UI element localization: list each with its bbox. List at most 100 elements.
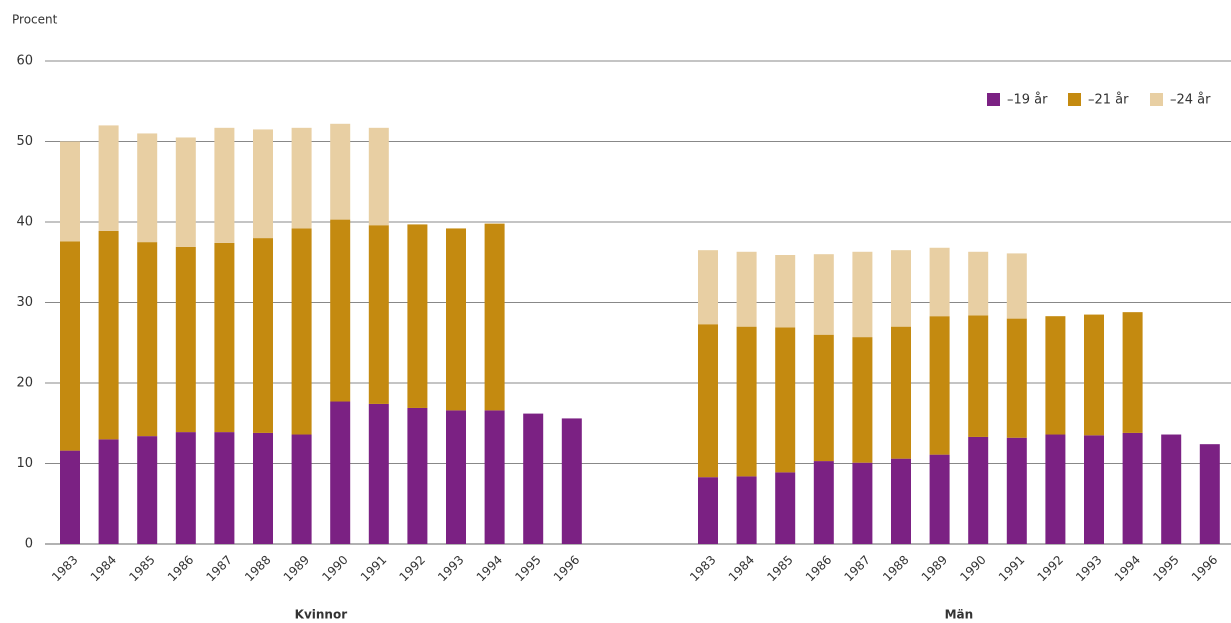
bar-segment [1161,434,1182,544]
x-tick-label: 1996 [1189,553,1220,584]
x-tick-label: 1984 [726,553,757,584]
x-tick-label: 1986 [165,553,196,584]
bar-segment [1122,312,1143,433]
bar-segment [1006,437,1027,544]
bar-segment [813,254,834,335]
x-tick-label: 1995 [512,553,543,584]
x-tick-label: 1984 [88,553,119,584]
y-tick-label: 30 [16,295,33,310]
bar-segment [368,403,389,544]
bar-segment [1006,318,1027,438]
bar-segment [852,337,873,463]
bar-segment [929,454,950,544]
x-tick-label: 1988 [880,553,911,584]
bar-segment [175,432,196,544]
panel-label: Kvinnor [295,608,348,622]
bar-segment [813,461,834,544]
bar-segment [214,432,235,544]
bar-segment [137,133,158,243]
bar-segment [736,326,757,477]
bar-segment [1084,435,1104,544]
bar-segment [368,225,389,404]
x-tick-label: 1987 [841,553,872,584]
bar-segment [736,476,757,544]
x-tick-label: 1989 [281,553,312,584]
legend-swatch [1150,93,1163,106]
bar-segment [891,250,911,327]
bar-segment [891,458,911,544]
bar-segment [968,315,989,437]
legend-swatch [987,93,1000,106]
bar-segment [968,436,989,544]
y-tick-label: 60 [16,54,33,69]
bar-segment [929,316,950,455]
bar-segment [1084,314,1104,436]
y-tick-label: 40 [16,215,33,230]
bar-segment [852,251,873,338]
bar-segment [330,219,351,402]
bar-segment [446,228,466,411]
panel-label: Män [945,608,974,622]
x-tick-label: 1988 [242,553,273,584]
bar-segment [1199,444,1220,544]
bar-segment [368,127,389,226]
x-tick-label: 1995 [1150,553,1181,584]
bar-segment [775,472,796,544]
bar-segment [1122,432,1143,544]
y-tick-label: 20 [16,376,33,391]
bar-segment [175,137,196,247]
bar-segment [253,432,273,544]
bar-segment [98,230,119,440]
bar-segment [330,123,351,220]
bar-segment [98,125,119,231]
bar-segment [407,407,428,544]
y-tick-label: 0 [25,537,33,552]
legend-label: –24 år [1170,93,1211,108]
bar-segment [137,436,158,544]
y-tick-label: 10 [16,456,33,471]
bar-segment [60,141,80,242]
bar-segment [291,228,312,435]
x-tick-label: 1983 [49,553,80,584]
bar-segment [1045,316,1066,435]
bar-segment [775,255,796,328]
x-tick-label: 1992 [1034,553,1065,584]
bar-segment [1006,253,1027,319]
legend-label: –21 år [1088,93,1129,108]
bar-segment [60,241,80,451]
x-tick-label: 1986 [803,553,834,584]
bar-segment [175,246,196,433]
bar-segment [1045,434,1066,544]
x-tick-label: 1994 [474,553,505,584]
bar-segment [698,477,718,544]
bar-segment [407,224,428,408]
bar-segment [330,401,351,544]
x-tick-label: 1990 [319,553,350,584]
bar-segment [968,251,989,316]
x-tick-label: 1989 [919,553,950,584]
legend-swatch [1068,93,1081,106]
x-tick-label: 1994 [1112,553,1143,584]
bar-segment [523,413,544,544]
bar-segment [891,326,911,459]
bar-segment [291,127,312,229]
x-tick-label: 1990 [957,553,988,584]
bar-segment [253,238,273,433]
legend-label: –19 år [1007,93,1048,108]
bar-segment [214,242,235,433]
bar-segment [291,434,312,544]
bar-segment [698,250,718,325]
bar-segment [929,247,950,317]
bar-segment [98,439,119,544]
bar-segment [736,251,757,327]
x-tick-label: 1991 [996,553,1027,584]
y-axis-label: Procent [12,13,58,27]
x-tick-label: 1987 [203,553,234,584]
bar-segment [214,127,235,243]
x-tick-label: 1991 [358,553,389,584]
bar-segment [253,129,273,239]
bar-segment [60,450,80,544]
bar-segment [561,418,582,544]
x-tick-label: 1993 [435,553,466,584]
